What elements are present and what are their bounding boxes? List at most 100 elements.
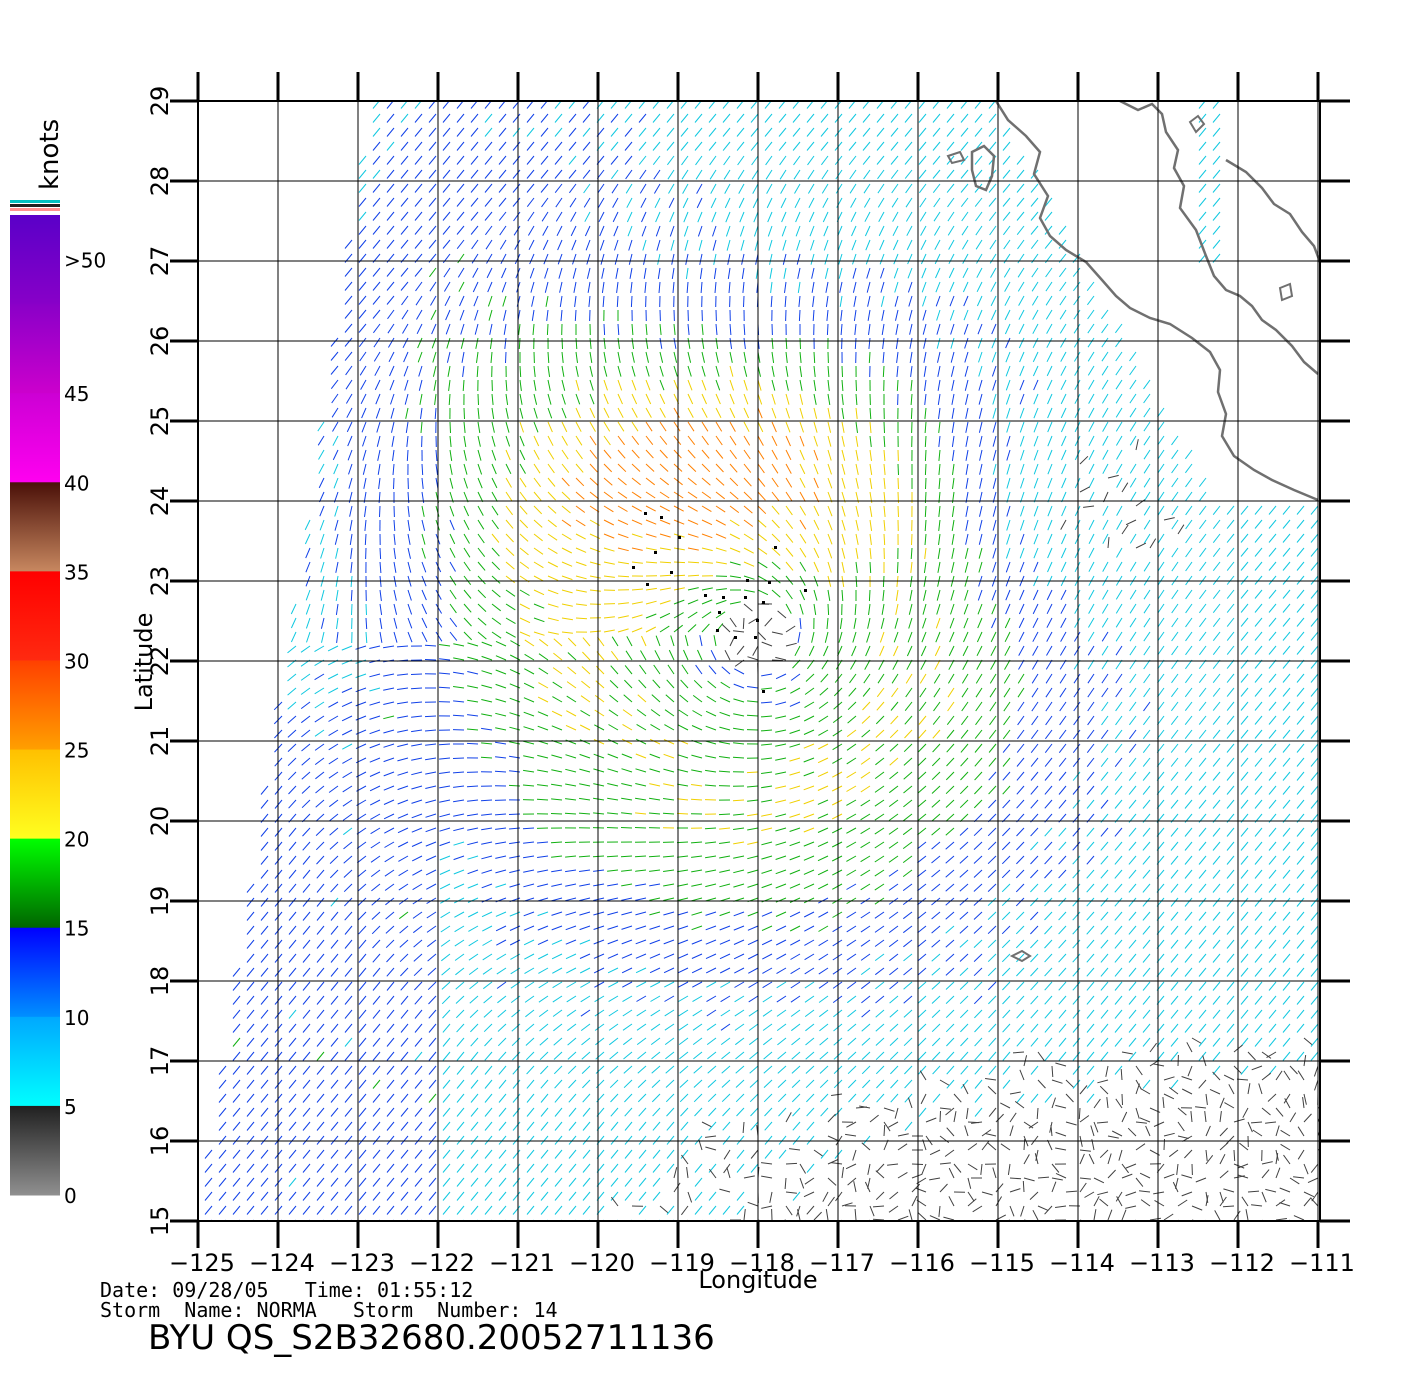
wind-vector [246,953,255,963]
wind-vector [860,799,871,807]
wind-vector [960,1023,969,1033]
wind-vector [707,680,717,689]
wind-vector [796,253,801,265]
wind-vector [1030,981,1039,991]
wind-vector [407,589,412,601]
wind-vector [1128,925,1137,935]
wind-vector [990,645,997,657]
wind-vector [1072,953,1081,963]
wind-vector [1073,337,1081,348]
wind-vector [1254,939,1263,949]
wind-vector [852,267,857,279]
wind-vector [1012,1051,1025,1054]
wind-vector [862,1093,871,1103]
wind-vector [1254,589,1263,599]
wind-vector [904,127,913,137]
wind-vector [905,211,913,222]
wind-vector [302,995,311,1005]
wind-vector [411,757,423,761]
wind-vector [524,995,535,1003]
wind-vector [603,519,615,526]
wind-vector [1282,589,1291,599]
wind-vector [495,741,507,745]
wind-vector [387,337,395,348]
wind-vector [386,281,395,291]
wind-vector [1072,981,1081,991]
wind-vector [471,253,479,264]
wind-vector [906,239,913,251]
wind-vector [747,700,759,703]
wind-vector [477,589,487,599]
wind-vector [841,421,845,433]
wind-vector [1296,533,1305,543]
wind-vector [715,379,721,391]
wind-vector [918,127,927,137]
wind-vector [1226,687,1235,697]
wind-vector [1074,617,1081,628]
legend-tick-label: 10 [64,1006,89,1030]
wind-vector [917,1009,927,1018]
wind-vector [1296,995,1305,1005]
wind-vector [860,925,871,933]
wind-vector [1170,1037,1179,1047]
wind-vector [603,505,614,513]
wind-vector [823,239,829,251]
wind-vector [635,897,647,901]
wind-vector [537,939,549,946]
wind-vector [335,603,339,615]
wind-vector [1002,1079,1011,1089]
wind-vector [1135,439,1139,451]
wind-vector [542,239,549,251]
wind-vector [329,855,339,864]
wind-vector [789,827,801,832]
wind-vector [1171,449,1179,460]
wind-vector [1005,379,1011,391]
wind-vector [1060,561,1067,573]
wind-vector [246,1079,255,1089]
wind-vector [424,729,437,732]
wind-vector [708,127,717,137]
wind-vector [425,813,437,818]
wind-vector [474,323,479,335]
wind-vector [1226,981,1235,991]
wind-vector [1019,379,1025,391]
wind-vector [453,813,465,817]
wind-vector [945,1023,955,1033]
wind-vector [607,812,619,815]
wind-vector [805,1079,815,1089]
wind-vector [1171,589,1179,600]
wind-vector [938,533,941,545]
wind-vector [1033,519,1039,531]
wind-vector [358,309,367,319]
wind-vector [467,799,479,802]
wind-vector [260,1009,269,1019]
wind-vector [519,421,524,433]
wind-vector [1114,995,1123,1005]
wind-vector [721,1065,731,1074]
wind-vector [575,393,581,405]
wind-vector [805,1037,815,1046]
wind-vector [771,631,783,635]
wind-vector [405,407,409,419]
wind-vector [635,797,647,801]
wind-vector [840,309,843,321]
wind-vector [547,533,558,541]
wind-vector [453,785,465,788]
wind-vector [1115,323,1123,334]
wind-vector [1212,799,1221,809]
wind-vector [615,267,619,279]
wind-vector [977,337,983,349]
wind-vector [533,463,541,474]
wind-vector [785,533,794,543]
wind-vector [1296,757,1305,767]
wind-vector [372,1037,381,1047]
wind-vector [923,365,927,377]
wind-vector [424,715,437,718]
wind-vector [1226,729,1235,739]
wind-vector [1240,561,1249,571]
wind-vector [855,519,859,531]
wind-vector [1073,295,1081,306]
wind-vector [681,169,689,180]
wind-vector [664,724,675,731]
wind-vector [743,435,751,446]
